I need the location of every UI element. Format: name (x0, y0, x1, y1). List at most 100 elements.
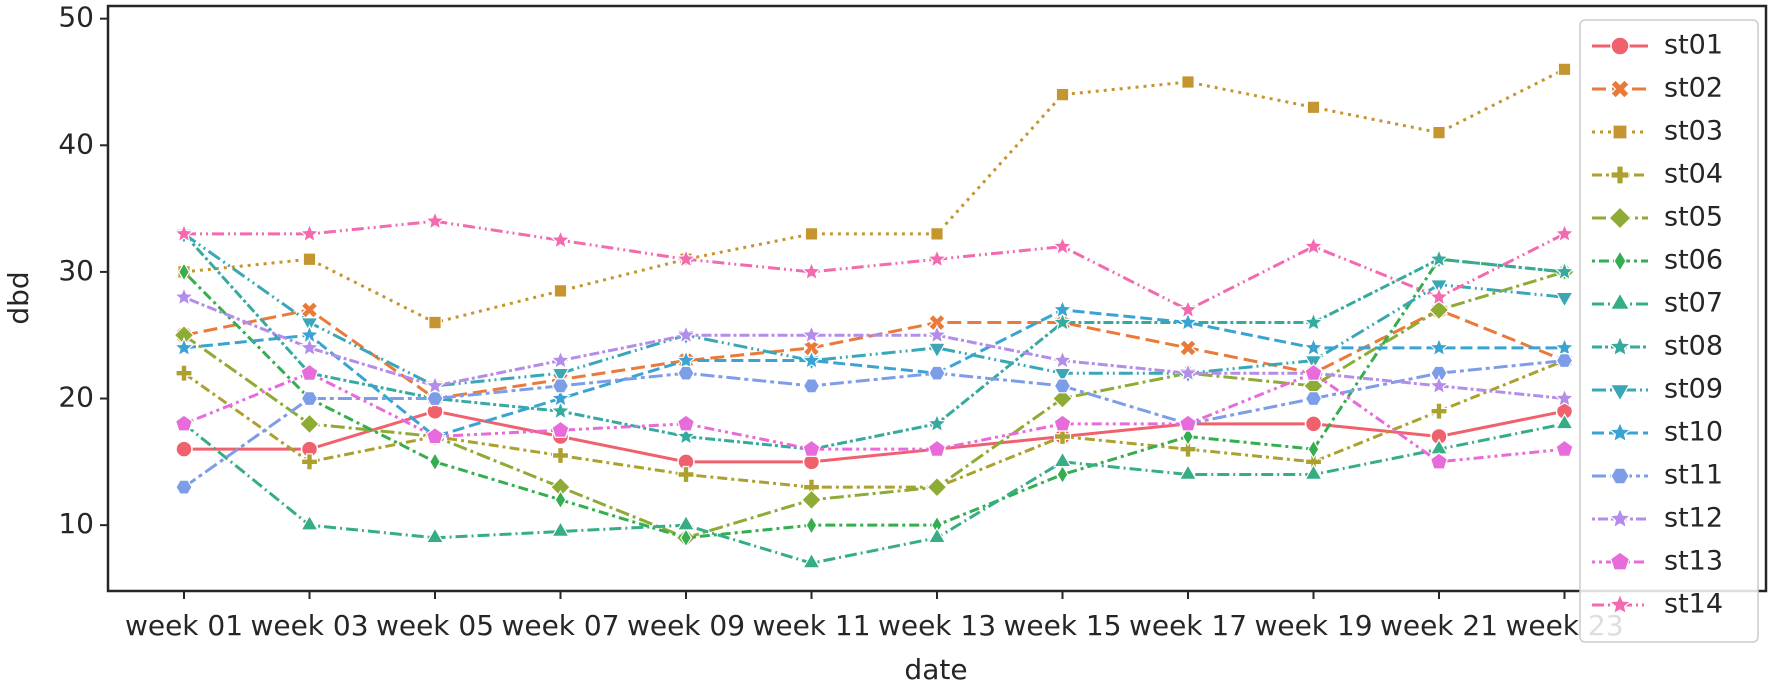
y-axis-label: dbd (2, 271, 35, 324)
marker (177, 261, 191, 282)
marker (1610, 36, 1630, 56)
marker (1429, 452, 1449, 470)
marker (928, 313, 946, 332)
marker (549, 400, 572, 421)
marker (1177, 311, 1199, 332)
legend-label: st08 (1664, 331, 1723, 362)
marker (424, 374, 446, 395)
marker (1055, 87, 1070, 102)
marker (1555, 413, 1574, 430)
marker (300, 453, 319, 471)
series-line (184, 219, 1566, 312)
marker (927, 342, 947, 359)
marker (675, 247, 697, 269)
marker (1557, 62, 1572, 77)
legend-label: st06 (1664, 245, 1723, 276)
series-line (183, 359, 1565, 489)
marker (801, 489, 822, 511)
marker (1608, 206, 1632, 230)
marker (1553, 222, 1576, 243)
x-tick-label: week 19 (1254, 609, 1372, 642)
marker (1179, 440, 1197, 458)
marker (1610, 467, 1630, 485)
series-line (184, 409, 1565, 464)
legend-label: st04 (1664, 159, 1723, 190)
series-line (183, 295, 1565, 401)
marker (1177, 298, 1199, 319)
marker (1053, 378, 1072, 394)
marker (1430, 365, 1448, 381)
y-tick-label: 20 (58, 381, 94, 414)
marker (927, 439, 947, 457)
marker (1428, 336, 1450, 357)
marker (1304, 391, 1323, 407)
marker (1609, 292, 1631, 310)
marker (1304, 363, 1323, 381)
series-line (183, 67, 1566, 325)
x-tick-label: week 03 (250, 609, 368, 642)
marker (928, 365, 946, 381)
marker (677, 465, 695, 484)
marker (1051, 298, 1074, 319)
marker (802, 552, 821, 569)
marker (174, 414, 194, 432)
marker (804, 227, 819, 241)
marker (173, 336, 195, 357)
legend-label: st13 (1664, 546, 1723, 577)
y-tick-label: 30 (58, 254, 94, 287)
marker (549, 387, 572, 408)
marker (1432, 125, 1446, 140)
marker (551, 520, 570, 537)
x-tick-label: week 09 (627, 609, 745, 642)
legend-label: st02 (1664, 73, 1723, 104)
marker (802, 378, 821, 394)
axes-frame (106, 4, 1768, 593)
legend-label: st05 (1664, 202, 1723, 233)
marker (927, 526, 947, 544)
marker (802, 439, 821, 457)
marker (428, 451, 442, 472)
marker (551, 367, 570, 385)
marker (926, 247, 948, 269)
marker (800, 260, 823, 281)
marker (1610, 79, 1630, 99)
marker (675, 349, 697, 370)
marker (1051, 311, 1074, 332)
marker (675, 324, 697, 345)
series-line (182, 232, 1565, 451)
x-tick-label: week 11 (752, 609, 870, 642)
series-line (183, 270, 1565, 540)
marker (676, 514, 696, 531)
marker (1430, 402, 1448, 420)
marker (1302, 311, 1325, 332)
legend-label: st11 (1664, 460, 1723, 491)
marker (1178, 414, 1198, 432)
marker (1056, 464, 1069, 485)
marker (1553, 387, 1576, 408)
series-line (183, 308, 1565, 439)
legend-label: st10 (1664, 417, 1723, 448)
marker (1053, 427, 1072, 446)
marker (1302, 235, 1325, 256)
marker (1051, 235, 1074, 256)
x-tick-label: week 07 (501, 609, 619, 642)
marker (676, 414, 696, 432)
marker (300, 363, 319, 381)
marker (173, 286, 195, 307)
legend-label: st01 (1664, 30, 1723, 61)
marker (800, 349, 823, 370)
marker (298, 222, 321, 243)
marker (1609, 551, 1631, 571)
marker (1608, 420, 1632, 443)
marker (1428, 374, 1450, 395)
legend-label: st14 (1664, 589, 1723, 620)
marker (1612, 124, 1628, 140)
marker (1053, 414, 1072, 432)
marker (551, 378, 570, 394)
legend-label: st07 (1664, 288, 1723, 319)
marker (1304, 415, 1323, 433)
marker (1179, 338, 1197, 357)
marker (549, 349, 572, 370)
x-tick-label: week 15 (1003, 609, 1121, 642)
marker (425, 526, 445, 544)
